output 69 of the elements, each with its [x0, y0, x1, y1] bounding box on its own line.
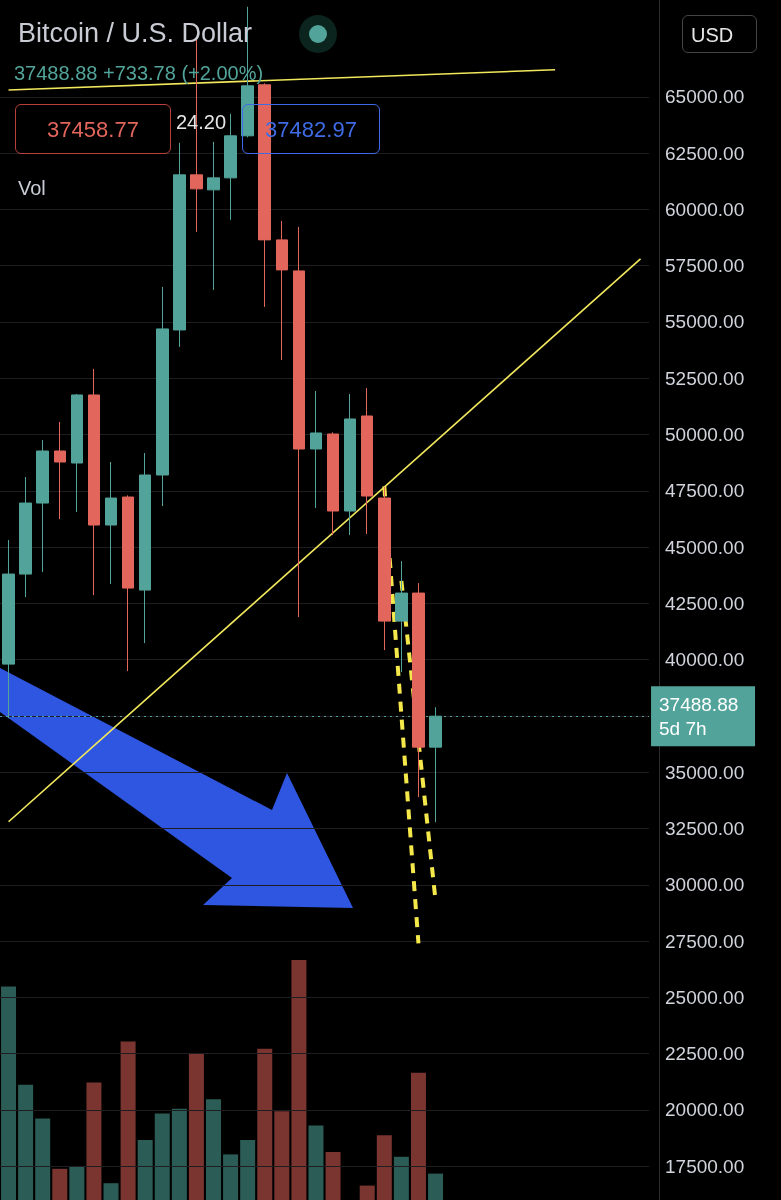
- y-tick-label: 30000.00: [665, 874, 745, 896]
- bar: [308, 1125, 324, 1200]
- bar: [18, 1084, 34, 1200]
- y-tick-label: 42500.00: [665, 592, 745, 614]
- y-tick-label: 62500.00: [665, 142, 745, 164]
- y-tick-label: 45000.00: [665, 536, 745, 558]
- y-tick-label: 25000.00: [665, 986, 745, 1008]
- candlestick: [344, 393, 356, 536]
- label-box: 37458.77: [15, 104, 171, 154]
- y-tick-label: 47500.00: [665, 480, 745, 502]
- candlestick: [207, 141, 220, 291]
- bar: [257, 1048, 273, 1200]
- bar: [171, 1108, 187, 1200]
- bar: [274, 1111, 290, 1200]
- candlestick: [378, 486, 391, 651]
- bar: [410, 1072, 426, 1200]
- candlestick: [412, 582, 425, 798]
- candlestick: [361, 387, 373, 535]
- bar: [188, 1053, 204, 1200]
- candlestick: [173, 142, 186, 348]
- bar: [154, 1113, 170, 1200]
- y-tick-label: 35000.00: [665, 761, 745, 783]
- bar: [393, 1156, 409, 1200]
- y-tick-label: 17500.00: [665, 1155, 745, 1177]
- bar: [359, 1185, 375, 1200]
- candlestick: [122, 494, 134, 672]
- candlestick: [88, 368, 100, 596]
- bar: [206, 1099, 221, 1200]
- candlestick: [105, 461, 117, 585]
- candlestick: [293, 226, 305, 618]
- bar: [376, 1135, 392, 1200]
- annotation: Vol: [18, 177, 46, 200]
- y-tick-label: 27500.00: [665, 930, 745, 952]
- candlestick: [156, 286, 169, 507]
- bar: [291, 960, 307, 1200]
- y-tick-label: 20000.00: [665, 1099, 745, 1121]
- candlestick: [327, 431, 339, 536]
- candlestick: [19, 476, 32, 598]
- bar: [223, 1154, 239, 1200]
- bar: [86, 1082, 102, 1200]
- candlestick: [139, 452, 151, 644]
- y-tick-label: 55000.00: [665, 311, 745, 333]
- bar: [103, 1183, 119, 1200]
- candlestick: [224, 113, 237, 221]
- candlestick: [71, 393, 83, 513]
- y-tick-label: 32500.00: [665, 818, 745, 840]
- candlestick: [54, 421, 66, 520]
- y-tick-label: 22500.00: [665, 1043, 745, 1065]
- bar: [240, 1140, 256, 1200]
- bar: [69, 1166, 85, 1200]
- y-tick-label: 52500.00: [665, 367, 745, 389]
- y-tick-label: 65000.00: [665, 86, 745, 108]
- bar: [120, 1041, 136, 1200]
- bar: [52, 1168, 68, 1200]
- candlestick: [36, 439, 49, 573]
- y-tick-label: 40000.00: [665, 649, 745, 671]
- bar: [1, 986, 17, 1200]
- bar: [325, 1152, 341, 1200]
- bar: [137, 1140, 153, 1200]
- candlestick: [310, 390, 322, 509]
- y-tick-label: 60000.00: [665, 198, 745, 220]
- bar: [35, 1118, 51, 1200]
- bar: [428, 1173, 444, 1200]
- ref-line-label: 37488.88 5d 7h: [659, 693, 744, 739]
- label-box: USD: [682, 15, 757, 53]
- candlestick: [395, 560, 408, 673]
- y-tick-label: 57500.00: [665, 255, 745, 277]
- y-tick-label: 50000.00: [665, 424, 745, 446]
- candlestick: [276, 220, 288, 361]
